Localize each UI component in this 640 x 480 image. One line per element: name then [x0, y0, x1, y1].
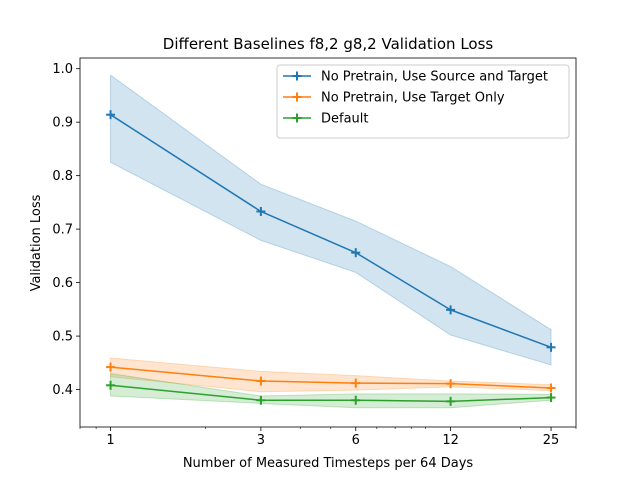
y-tick-label: 0.4 — [52, 383, 73, 398]
legend-entry: No Pretrain, Use Source and Target — [283, 70, 548, 85]
data-point — [106, 362, 116, 372]
y-axis-ticks: 0.4 0.5 0.6 0.7 0.8 0.9 1.0 — [52, 62, 80, 398]
data-point — [106, 110, 116, 120]
legend-entry: Default — [283, 112, 369, 127]
data-point — [106, 380, 116, 390]
data-point — [256, 206, 266, 216]
y-tick-label: 1.0 — [52, 62, 73, 77]
data-point — [546, 342, 556, 352]
legend-box — [276, 64, 570, 139]
legend-entry: No Pretrain, Use Target Only — [283, 91, 505, 106]
data-point — [446, 379, 456, 389]
y-tick-label: 0.6 — [52, 276, 73, 291]
data-point — [256, 376, 266, 386]
plot-frame — [79, 57, 577, 428]
y-tick-label: 0.7 — [52, 223, 73, 238]
legend: No Pretrain, Use Source and Target No Pre… — [276, 64, 570, 139]
x-axis-title: Number of Measured Timesteps per 64 Days — [183, 456, 474, 471]
y-tick-label: 0.9 — [52, 116, 73, 131]
series-markers — [106, 110, 556, 406]
x-tick-label: 3 — [257, 433, 265, 448]
legend-label: No Pretrain, Use Source and Target — [321, 70, 548, 85]
x-tick-label: 6 — [352, 433, 360, 448]
data-point — [446, 396, 456, 406]
legend-label: Default — [321, 112, 369, 127]
data-point — [546, 383, 556, 393]
data-point — [351, 378, 361, 388]
y-tick-label: 0.5 — [52, 330, 73, 345]
confidence-band-0 — [110, 74, 552, 366]
data-point — [256, 395, 266, 405]
legend-label: No Pretrain, Use Target Only — [321, 91, 505, 106]
x-tick-label: 1 — [106, 433, 114, 448]
x-axis-ticks: 1 3 6 12 25 — [79, 427, 577, 448]
data-point — [446, 305, 456, 315]
x-tick-label: 25 — [543, 433, 560, 448]
chart-title: Different Baselines f8,2 g8,2 Validation… — [163, 35, 494, 53]
y-tick-label: 0.8 — [52, 169, 73, 184]
y-axis-title: Validation Loss — [29, 194, 44, 291]
x-tick-label: 12 — [442, 433, 459, 448]
data-point — [546, 393, 556, 403]
data-point — [351, 248, 361, 258]
data-point — [351, 395, 361, 405]
